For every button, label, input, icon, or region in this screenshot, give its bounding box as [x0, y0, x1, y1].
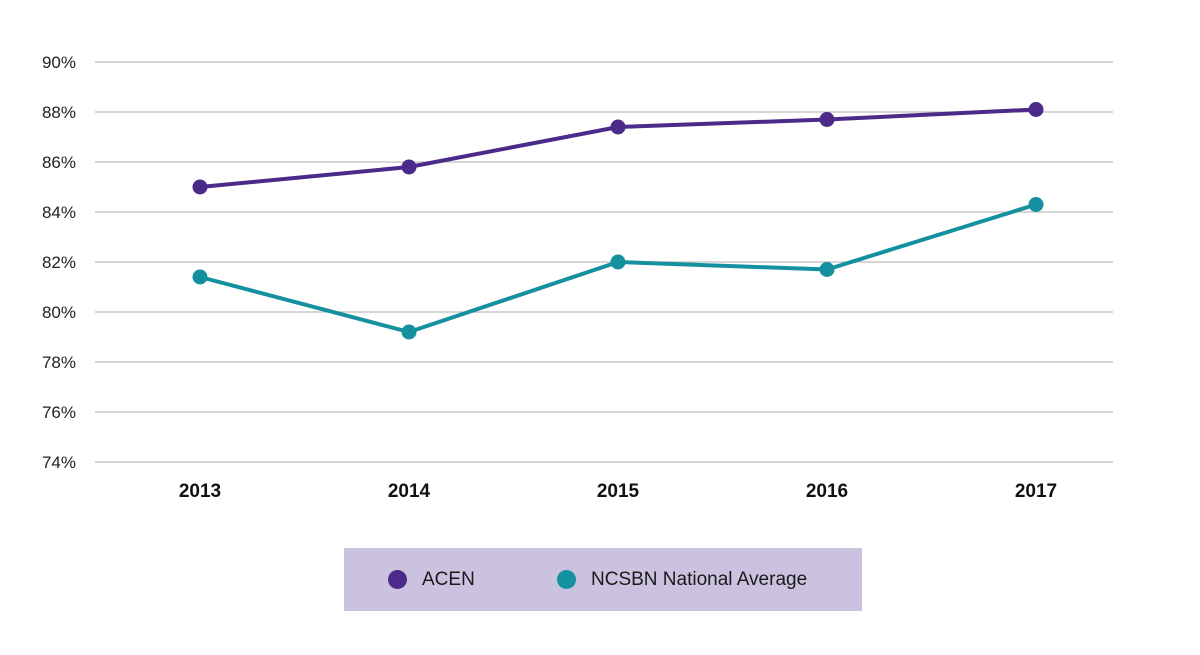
- data-point: [819, 112, 835, 127]
- series-layer: [192, 102, 1044, 340]
- y-tick-label: 78%: [42, 353, 76, 372]
- data-point: [192, 269, 208, 285]
- data-point: [401, 324, 417, 340]
- x-tick-label: 2017: [1015, 481, 1057, 502]
- x-tick-label: 2016: [806, 481, 848, 502]
- legend-label-acen: ACEN: [422, 568, 475, 590]
- data-point: [819, 262, 835, 277]
- legend-item-acen: ACEN: [388, 548, 475, 611]
- data-point: [610, 254, 626, 270]
- legend: ACEN NCSBN National Average: [344, 548, 862, 611]
- y-tick-label: 90%: [42, 53, 76, 72]
- gridlines: [95, 61, 1113, 463]
- data-point: [1028, 197, 1044, 212]
- y-tick-label: 84%: [42, 203, 76, 222]
- data-point: [1028, 102, 1044, 117]
- data-point: [192, 179, 208, 195]
- x-tick-label: 2014: [388, 481, 431, 502]
- x-tick-label: 2013: [179, 481, 221, 502]
- y-tick-label: 82%: [42, 253, 76, 272]
- y-tick-label: 86%: [42, 153, 76, 172]
- legend-item-ncsbn: NCSBN National Average: [557, 548, 807, 611]
- data-point: [610, 119, 626, 135]
- y-tick-label: 76%: [42, 403, 76, 422]
- y-tick-label: 80%: [42, 303, 76, 322]
- data-point: [401, 159, 417, 175]
- y-tick-label: 88%: [42, 103, 76, 122]
- legend-label-ncsbn: NCSBN National Average: [591, 568, 808, 590]
- y-tick-label: 74%: [42, 453, 76, 472]
- y-axis-ticks: 74% 76% 78% 80% 82% 84% 86% 88% 90%: [42, 53, 76, 472]
- legend-swatch-ncsbn: [557, 570, 576, 589]
- legend-swatch-acen: [388, 570, 407, 589]
- x-axis-ticks: 2013 2014 2015 2016 2017: [179, 481, 1057, 502]
- x-tick-label: 2015: [597, 481, 640, 502]
